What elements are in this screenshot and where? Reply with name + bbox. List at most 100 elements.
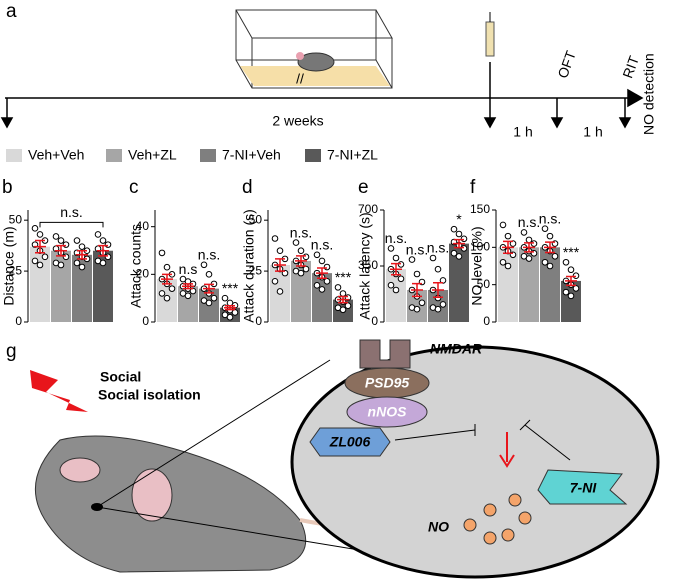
gap-mark: //	[296, 71, 304, 87]
data-point	[210, 294, 218, 302]
data-point	[104, 253, 112, 261]
y-axis-label: Attack counts	[128, 224, 144, 308]
panel-label: e	[358, 177, 369, 198]
data-point	[41, 253, 49, 261]
legend-swatch	[305, 149, 321, 162]
data-point	[57, 237, 65, 244]
error-bar	[502, 240, 514, 255]
y-tick-label: 100	[470, 240, 490, 254]
receptor-label: NMDAR	[430, 341, 483, 357]
data-point	[520, 229, 528, 236]
data-point	[313, 282, 321, 289]
data-point	[455, 230, 463, 238]
error-bar	[224, 305, 236, 311]
y-axis-label: Attack duration (s)	[241, 209, 257, 323]
data-point	[158, 290, 166, 297]
chart: c Attack counts 0 20 40 n.sn.s. ***	[128, 177, 240, 328]
data-point	[460, 245, 468, 252]
bar	[30, 246, 50, 322]
data-point	[302, 253, 310, 261]
data-point	[104, 241, 112, 248]
panel-label: g	[6, 341, 17, 362]
significance-label: n.s.	[539, 210, 562, 226]
significance-label: n.s.	[290, 224, 313, 240]
inhibit-arrow	[394, 424, 476, 441]
data-point	[62, 241, 70, 248]
drug-label: ZL006	[329, 434, 371, 450]
data-point	[551, 252, 559, 260]
error-bar	[161, 273, 173, 285]
data-point	[387, 245, 395, 252]
bar	[72, 254, 92, 322]
error-bar	[390, 262, 402, 276]
data-point	[94, 231, 102, 238]
inhibit-arrow	[519, 419, 571, 461]
data-point	[205, 271, 213, 278]
error-bar	[34, 239, 46, 254]
y-tick-label: 50	[249, 212, 263, 226]
panel-label: b	[2, 177, 13, 198]
data-point	[439, 301, 447, 308]
nmdar-icon	[359, 339, 411, 369]
data-point	[57, 261, 65, 269]
timeline	[0, 12, 644, 129]
data-point	[36, 261, 44, 269]
error-bar	[76, 249, 88, 260]
data-point	[572, 285, 580, 292]
data-point	[78, 243, 86, 250]
y-tick-label: 350	[358, 258, 378, 272]
panel-label: c	[129, 177, 139, 198]
step-label: NO detection	[641, 53, 657, 135]
data-point	[99, 237, 107, 244]
bar	[449, 243, 469, 322]
data-point	[276, 247, 284, 255]
y-tick-label: 25	[9, 263, 23, 277]
panel-a: a // 2 weeks 1 h 1 h OFT RIT NO detectio…	[0, 1, 657, 140]
data-point	[397, 261, 405, 268]
data-point	[323, 263, 331, 271]
y-tick-label: 0	[255, 314, 262, 328]
panel-g: g Social Social isolation NMDAR PSD95 nN…	[6, 339, 660, 579]
y-tick-label: 50	[477, 277, 491, 291]
data-point	[562, 258, 570, 266]
data-point	[429, 254, 437, 262]
stimulus-label: Social isolation	[98, 387, 201, 403]
produce-arrow	[499, 432, 515, 468]
chart: b Distance (m) 0 25 50 n.s.	[1, 177, 113, 328]
interval-label: 1 h	[583, 124, 602, 140]
error-bar	[274, 258, 286, 272]
data-point	[567, 266, 575, 274]
data-point	[567, 292, 575, 300]
legend-label: 7-NI+ZL	[327, 147, 378, 163]
mouse-ear	[131, 468, 173, 522]
panel-label: a	[6, 1, 17, 22]
data-point	[418, 299, 426, 307]
significance-label: n.s.	[385, 230, 408, 246]
y-tick-label: 0	[371, 314, 378, 328]
data-point	[525, 255, 533, 262]
significance-label: n.s.	[311, 237, 334, 253]
data-point	[276, 288, 284, 295]
significance-label: ***	[563, 244, 580, 260]
scaffold-label: PSD95	[365, 375, 410, 391]
enzyme-label: nNOS	[368, 404, 408, 420]
significance-label: n.s.	[198, 247, 221, 263]
error-bar	[565, 275, 577, 287]
data-point	[460, 235, 468, 243]
legend-swatch	[106, 149, 122, 162]
no-molecules	[463, 493, 532, 545]
data-point	[78, 263, 86, 271]
data-point	[297, 269, 305, 277]
cage	[235, 9, 393, 89]
data-point	[62, 253, 70, 261]
data-point	[31, 257, 39, 265]
legend: Veh+Veh Veh+ZL 7-NI+Veh 7-NI+ZL	[6, 147, 378, 163]
product-label: NO	[428, 519, 449, 535]
data-point	[297, 247, 305, 255]
charts: b Distance (m) 0 25 50 n.s. c Attack counts 0 20 4…	[1, 177, 581, 328]
error-bar	[295, 255, 307, 267]
significance-label: n.s.	[60, 204, 83, 220]
significance-label: n.s	[179, 261, 198, 277]
error-bar	[411, 282, 423, 298]
